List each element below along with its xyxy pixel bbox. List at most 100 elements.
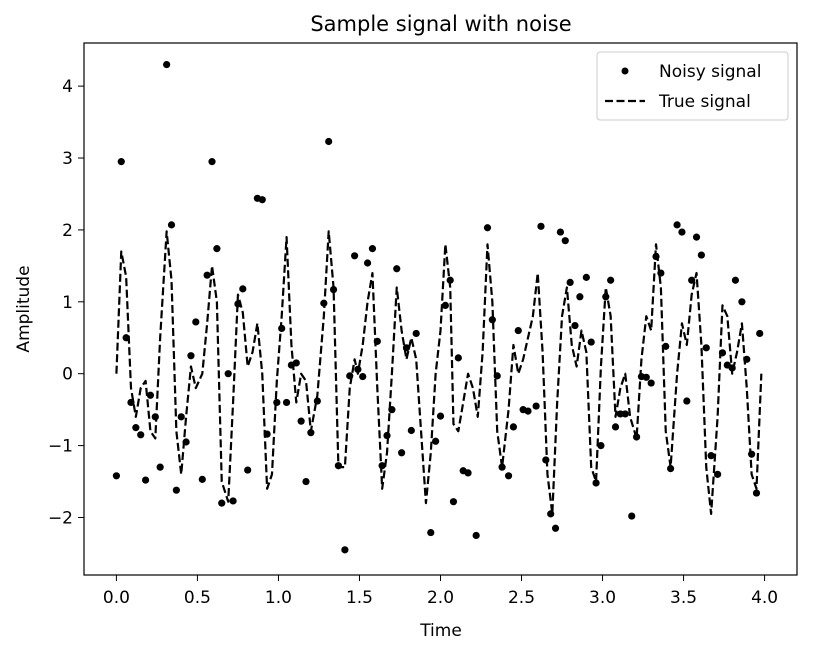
noisy-signal-point (464, 469, 472, 477)
legend: Noisy signal True signal (596, 51, 789, 121)
noisy-signal-point (647, 379, 655, 387)
noisy-signal-point (163, 60, 171, 69)
noisy-signal-point (334, 462, 343, 470)
noisy-signal-point (297, 417, 305, 425)
noisy-signal-point (697, 251, 705, 259)
noisy-signal-point (432, 437, 440, 445)
noisy-signal-point (738, 298, 746, 306)
noisy-signal-point (122, 334, 130, 342)
noisy-signal-point (472, 531, 480, 540)
noisy-signal-point (628, 512, 636, 520)
noisy-signal-point (187, 352, 195, 360)
noisy-signal-point (117, 158, 125, 166)
noisy-signal-point (524, 407, 532, 415)
x-axis-label: Time (419, 621, 462, 641)
noisy-signal-point (498, 463, 506, 471)
noisy-signal-point (756, 329, 764, 338)
noisy-signal-point (402, 344, 411, 352)
x-tick-label: 1.5 (346, 588, 373, 608)
legend-box (596, 51, 789, 121)
x-tick-label: 2.0 (427, 588, 454, 608)
noisy-signal-point (112, 472, 121, 480)
noisy-signal-point (743, 355, 751, 363)
noisy-signal-point (302, 477, 310, 486)
noisy-signal-point (642, 373, 650, 381)
noisy-signal-point (141, 476, 150, 484)
noisy-signal-point (547, 510, 555, 518)
noisy-signal-point (213, 245, 221, 253)
noisy-signal-point (278, 324, 286, 333)
noisy-signal-point (258, 196, 266, 204)
noisy-signal-point (224, 370, 232, 378)
noisy-signal-point (172, 486, 180, 494)
noisy-signal-point (151, 413, 159, 421)
noisy-signal-point (561, 237, 569, 245)
noisy-signal-series (112, 60, 764, 554)
noisy-signal-point (662, 342, 670, 350)
noisy-signal-point (702, 344, 710, 352)
noisy-signal-point (611, 423, 620, 431)
noisy-signal-point (504, 472, 513, 480)
noisy-signal-point (198, 475, 206, 483)
noisy-signal-point (273, 398, 281, 407)
noisy-signal-point (325, 137, 333, 146)
noisy-signal-point (368, 245, 377, 253)
legend-noisy-label: Noisy signal (659, 62, 761, 82)
x-tick-label: 1.0 (265, 588, 292, 608)
y-axis-ticks: −2 −1 0 1 2 3 4 (48, 77, 84, 528)
y-tick-label: 4 (62, 77, 73, 97)
noisy-signal-point (203, 271, 211, 279)
noisy-signal-point (229, 497, 237, 505)
noisy-signal-point (218, 499, 226, 507)
noisy-signal-point (156, 463, 164, 471)
noisy-signal-point (132, 424, 140, 432)
noisy-signal-point (748, 450, 756, 458)
noisy-signal-point (509, 423, 518, 431)
noisy-signal-point (282, 398, 291, 407)
legend-noisy-marker (621, 67, 629, 75)
true-signal-line (115, 230, 763, 515)
noisy-signal-point (667, 465, 675, 473)
legend-true-label: True signal (658, 92, 751, 112)
noisy-signal-point (607, 276, 615, 284)
noisy-signal-point (182, 438, 190, 446)
noisy-signal-point (192, 318, 200, 326)
true-signal-series (115, 230, 763, 515)
x-tick-label: 3.0 (589, 588, 616, 608)
noisy-signal-point (329, 285, 338, 294)
noisy-signal-point (351, 252, 359, 260)
noisy-signal-point (436, 412, 445, 420)
noisy-signal-point (313, 397, 321, 405)
x-axis-ticks: 0.0 0.5 1.0 1.5 2.0 2.5 3.0 3.5 4.0 (103, 575, 778, 608)
noisy-signal-point (454, 354, 462, 362)
noisy-signal-point (446, 276, 454, 284)
noisy-signal-point (341, 546, 349, 554)
noisy-signal-point (449, 498, 458, 506)
noisy-signal-point (234, 300, 242, 308)
noisy-signal-point (407, 426, 415, 435)
y-tick-label: −2 (48, 508, 73, 528)
noisy-signal-point (488, 316, 496, 324)
noisy-signal-point (688, 276, 696, 284)
noisy-signal-point (652, 252, 660, 261)
noisy-signal-point (208, 158, 216, 166)
y-tick-label: −1 (48, 437, 73, 457)
noisy-signal-point (167, 221, 176, 229)
noisy-signal-point (587, 338, 595, 346)
x-tick-label: 0.0 (103, 588, 130, 608)
y-tick-label: 1 (62, 293, 73, 313)
noisy-signal-point (678, 228, 686, 236)
plot-area (112, 60, 764, 554)
noisy-signal-point (244, 466, 252, 474)
noisy-signal-point (412, 329, 420, 338)
noisy-signal-point (493, 372, 501, 380)
noisy-signal-point (307, 429, 315, 437)
noisy-signal-point (632, 433, 641, 441)
noisy-signal-point (537, 222, 545, 230)
noisy-signal-point (683, 397, 691, 405)
noisy-signal-point (359, 372, 367, 381)
noisy-signal-point (592, 479, 600, 487)
noisy-signal-point (556, 228, 565, 236)
chart-title: Sample signal with noise (310, 12, 571, 36)
